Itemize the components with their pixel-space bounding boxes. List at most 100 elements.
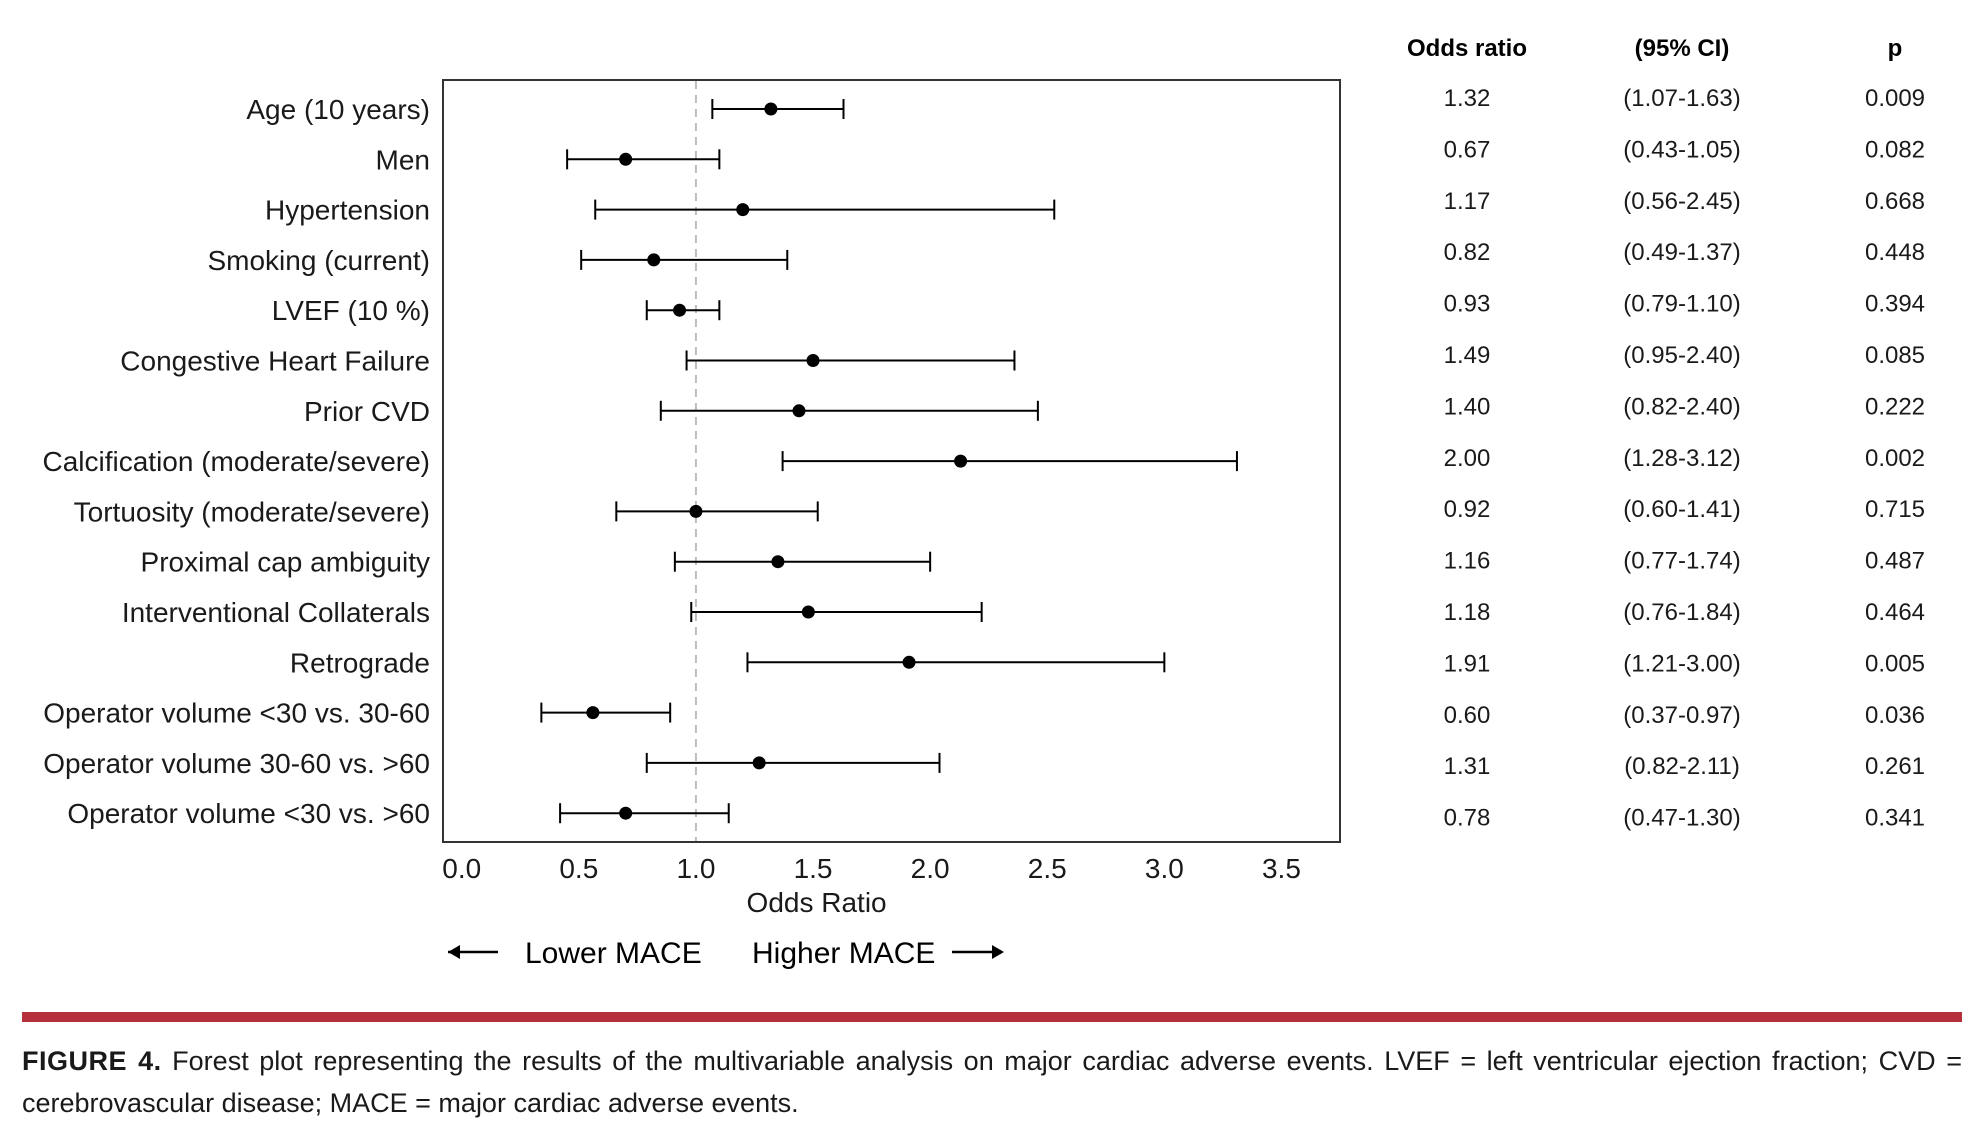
table-ci-value: (0.43-1.05): [1623, 136, 1740, 163]
caption-rule: [22, 1012, 1962, 1022]
table-ci-value: (0.82-2.40): [1623, 393, 1740, 420]
table-ci-value: (0.82-2.11): [1624, 753, 1740, 780]
table-ci-value: (0.56-2.45): [1623, 188, 1740, 215]
plot-area: [442, 79, 1341, 843]
figure-label: FIGURE 4.: [22, 1046, 162, 1076]
table-or-value: 0.67: [1444, 136, 1491, 163]
lower-mace-label: Lower MACE: [525, 937, 702, 970]
table-or-value: 1.18: [1444, 599, 1491, 626]
ci-row: [781, 451, 1238, 472]
table-header-p: p: [1888, 35, 1903, 62]
table-or-value: 0.82: [1444, 239, 1491, 266]
table-ci-value: (0.37-0.97): [1623, 702, 1740, 729]
ci-row: [645, 300, 721, 321]
ci-row: [659, 400, 1039, 421]
higher-mace-label: Higher MACE: [752, 937, 935, 970]
ci-row: [645, 752, 941, 773]
table-p-value: 0.464: [1865, 599, 1925, 626]
caption-text: Forest plot representing the results of …: [22, 1046, 1962, 1118]
x-axis-title: Odds Ratio: [747, 887, 887, 918]
results-table: Odds ratio (95% CI) p 1.32 (1.07-1.63) 0.0…: [1407, 35, 1925, 832]
table-p-value: 0.261: [1865, 753, 1925, 780]
table-or-value: 1.32: [1444, 85, 1491, 112]
or-point: [689, 504, 703, 518]
table-or-value: 0.60: [1444, 702, 1491, 729]
table-p-value: 0.487: [1865, 548, 1925, 575]
table-ci-value: (0.79-1.10): [1623, 291, 1740, 318]
table-or-value: 1.40: [1444, 393, 1491, 420]
table-header-odds-ratio: Odds ratio: [1407, 35, 1527, 62]
row-label: Age (10 years): [246, 94, 430, 125]
ci-row: [566, 149, 721, 170]
table-or-value: 1.17: [1444, 188, 1491, 215]
row-label: Congestive Heart Failure: [120, 346, 430, 377]
ci-row: [540, 702, 672, 723]
ci-row: [559, 803, 730, 824]
or-point: [619, 152, 633, 166]
x-tick-label: 1.0: [676, 853, 715, 884]
table-ci-value: (0.60-1.41): [1623, 496, 1740, 523]
table-p-value: 0.715: [1865, 496, 1925, 523]
table-p-value: 0.448: [1865, 239, 1925, 266]
x-tick-label: 1.5: [794, 853, 833, 884]
table-ci-value: (1.28-3.12): [1623, 445, 1740, 472]
table-rows: 1.32 (1.07-1.63) 0.009 0.67 (0.43-1.05) 0.082…: [1444, 85, 1925, 832]
table-p-value: 0.036: [1865, 702, 1925, 729]
x-tick-label: 0.5: [559, 853, 598, 884]
or-point: [954, 454, 968, 468]
figure-caption: FIGURE 4. Forest plot representing the r…: [22, 1040, 1962, 1124]
direction-legend: Lower MACE Higher MACE: [448, 937, 1004, 970]
or-point: [736, 203, 750, 217]
row-label: Operator volume <30 vs. 30-60: [43, 698, 430, 729]
table-ci-value: (0.76-1.84): [1623, 599, 1740, 626]
table-or-value: 1.49: [1444, 342, 1491, 369]
ci-marks: [540, 99, 1238, 824]
table-p-value: 0.222: [1865, 393, 1925, 420]
ci-row: [615, 501, 819, 522]
table-ci-value: (0.47-1.30): [1623, 805, 1740, 832]
table-ci-value: (0.77-1.74): [1623, 548, 1740, 575]
ci-row: [594, 199, 1056, 220]
right-arrow-icon: [952, 945, 1004, 959]
table-ci-value: (0.49-1.37): [1623, 239, 1740, 266]
or-point: [673, 303, 687, 317]
left-arrow-icon: [448, 945, 498, 959]
table-p-value: 0.002: [1865, 445, 1925, 472]
x-tick-label: 2.5: [1028, 853, 1067, 884]
ci-row: [746, 652, 1166, 673]
x-axis: 0.0 0.5 1.0 1.5 2.0 2.5 3.0 3.5: [442, 853, 1301, 884]
row-label: LVEF (10 %): [272, 295, 430, 326]
ci-row: [685, 350, 1016, 371]
or-point: [806, 354, 820, 367]
table-or-value: 1.31: [1444, 753, 1491, 780]
plot-frame: [442, 79, 1341, 843]
row-label: Tortuosity (moderate/severe): [74, 496, 430, 527]
ci-row: [690, 602, 983, 622]
or-point: [619, 806, 633, 820]
table-p-value: 0.005: [1865, 650, 1925, 677]
row-label: Interventional Collaterals: [122, 597, 430, 628]
x-tick-label: 0.0: [442, 853, 481, 884]
table-p-value: 0.085: [1865, 342, 1925, 369]
table-p-value: 0.668: [1865, 188, 1925, 215]
or-point: [586, 706, 600, 720]
table-p-value: 0.009: [1865, 85, 1925, 112]
row-label: Men: [376, 144, 430, 175]
table-or-value: 1.16: [1444, 548, 1491, 575]
table-or-value: 0.92: [1444, 496, 1491, 523]
x-tick-label: 2.0: [911, 853, 950, 884]
table-ci-value: (1.21-3.00): [1623, 650, 1740, 677]
x-tick-label: 3.5: [1262, 853, 1301, 884]
row-label: Prior CVD: [304, 396, 430, 427]
table-p-value: 0.394: [1865, 291, 1925, 318]
table-or-value: 2.00: [1444, 445, 1491, 472]
ci-row: [580, 249, 789, 270]
table-or-value: 0.78: [1444, 805, 1491, 832]
row-label: Smoking (current): [207, 245, 430, 276]
row-label: Operator volume 30-60 vs. >60: [43, 748, 430, 779]
table-p-value: 0.341: [1865, 805, 1925, 832]
table-or-value: 1.91: [1444, 650, 1491, 677]
or-point: [902, 655, 916, 669]
x-tick-label: 3.0: [1145, 853, 1184, 884]
row-label: Operator volume <30 vs. >60: [67, 798, 430, 829]
